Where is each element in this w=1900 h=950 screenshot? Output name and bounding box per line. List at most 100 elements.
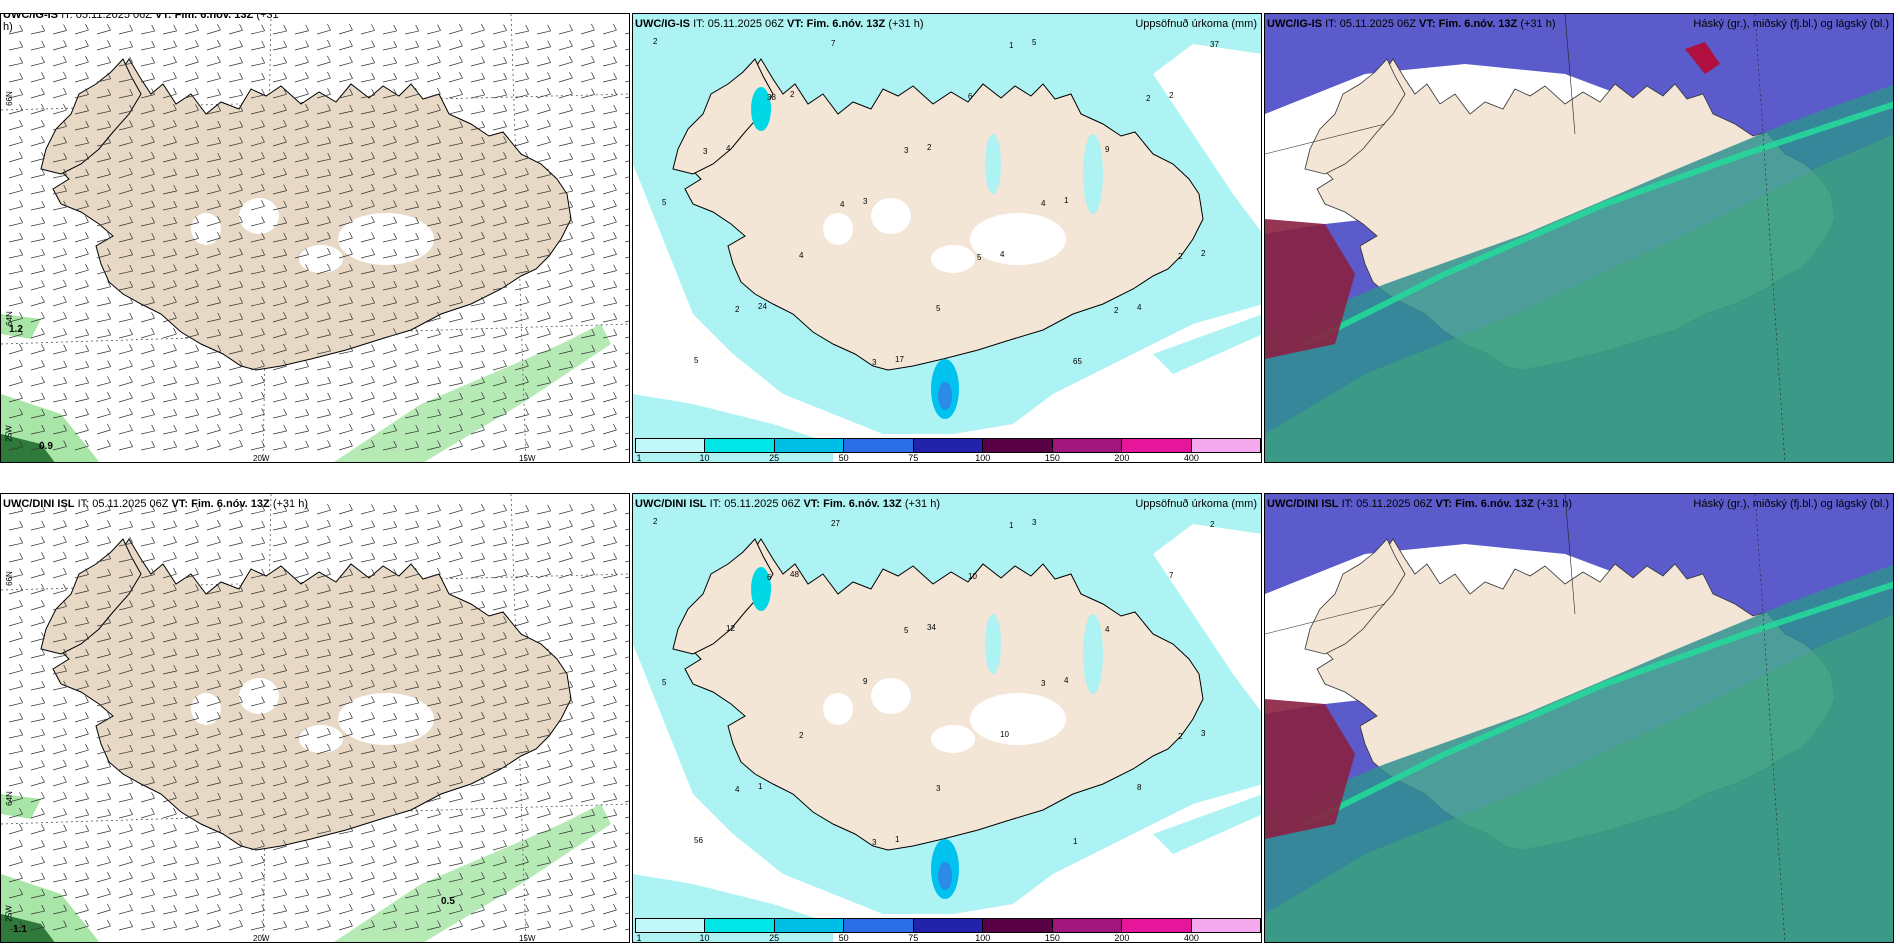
wind-barb: [591, 104, 595, 111]
wind-barb: [184, 334, 199, 339]
wind-barb: [206, 253, 221, 259]
wind-barb: [118, 270, 133, 275]
wind-barb: [96, 558, 111, 563]
wind-barb: [129, 407, 133, 415]
wind-barb: [327, 664, 331, 672]
wind-barb: [558, 285, 573, 291]
wind-barb: [547, 392, 551, 400]
wind-barb: [360, 30, 375, 35]
wind-barb: [41, 520, 45, 527]
wind-barb: [338, 830, 353, 835]
wind-barb: [118, 702, 133, 707]
wind-barb: [195, 136, 199, 143]
wind-barb: [437, 87, 441, 95]
wind-barb: [107, 584, 112, 592]
wind-barb: [602, 606, 617, 611]
wind-barb: [371, 568, 376, 576]
wind-barb: [129, 663, 133, 671]
wind-barb: [129, 104, 133, 111]
wind-barb: [250, 365, 265, 371]
wind-barb: [173, 520, 177, 527]
wind-barb: [41, 103, 45, 111]
wind-barb: [316, 862, 331, 867]
wind-barb: [382, 189, 397, 195]
wind-barb: [52, 446, 67, 451]
wind-barb: [393, 424, 397, 431]
wind-barb: [591, 120, 595, 128]
wind-barb: [283, 184, 287, 191]
wind-barb: [129, 72, 134, 80]
wind-barb: [305, 824, 309, 831]
wind-barb: [459, 664, 463, 671]
wind-barb: [74, 61, 89, 67]
wind-barb: [426, 894, 441, 899]
wind-barb: [41, 888, 45, 896]
wind-barb: [250, 893, 265, 899]
precip-value: 4: [799, 251, 804, 260]
wind-barb: [360, 861, 375, 867]
wind-barb: [206, 237, 221, 243]
wind-barb: [107, 616, 111, 624]
wind-barb: [173, 728, 177, 735]
wind-barb: [393, 823, 397, 831]
wind-barb: [173, 920, 177, 928]
wind-barb: [459, 919, 463, 927]
wind-barb: [63, 888, 67, 896]
wind-barb: [118, 334, 133, 339]
wind-barb: [8, 574, 23, 579]
wind-barb: [30, 158, 45, 163]
wind-barb: [195, 263, 199, 271]
wind-barb: [624, 608, 629, 611]
wind-barb: [63, 520, 67, 527]
wind-barb: [426, 622, 441, 627]
precip-value: 27: [831, 519, 840, 528]
wind-barb: [393, 296, 397, 303]
wind-barb: [140, 621, 155, 627]
wind-barb: [250, 430, 265, 435]
wind-barb: [547, 712, 551, 720]
wind-barb: [239, 568, 244, 576]
wind-annotation: 0.9: [39, 441, 53, 452]
wind-barb: [30, 365, 45, 371]
wind-barb: [503, 120, 507, 127]
wind-barb: [503, 744, 507, 752]
wind-barb: [305, 775, 309, 783]
wind-barb: [437, 535, 441, 543]
wind-barb: [239, 536, 243, 543]
wind-barb: [228, 669, 243, 675]
wind-barb: [63, 824, 67, 831]
wind-barb: [547, 280, 551, 287]
wind-barb: [470, 558, 485, 563]
wind-barb: [283, 696, 287, 704]
wind-barb: [437, 680, 441, 688]
wind-barb: [228, 893, 243, 899]
wind-barb: [41, 216, 46, 224]
wind-barb: [261, 855, 265, 863]
wind-barb: [30, 46, 45, 51]
wind-barb: [8, 526, 23, 531]
wind-barb: [338, 142, 353, 147]
wind-barb: [85, 503, 89, 511]
wind-barb: [261, 904, 265, 911]
wind-barb: [184, 142, 199, 147]
wind-barb: [184, 350, 199, 355]
wind-barb: [514, 286, 529, 291]
wind-barb: [41, 119, 45, 127]
wind-barb: [382, 510, 397, 515]
wind-barb: [151, 376, 155, 383]
wind-barb: [283, 119, 287, 127]
wind-barb: [415, 216, 420, 224]
wind-barb: [536, 734, 551, 739]
precip-value: 8: [1137, 783, 1142, 792]
wind-barb: [250, 653, 265, 659]
wind-barb: [96, 189, 111, 195]
wind-barb: [239, 104, 244, 112]
wind-barb: [41, 264, 45, 271]
precip-value: 2: [799, 731, 804, 740]
wind-barb: [591, 760, 595, 767]
wind-barb: [294, 430, 309, 435]
wind-barb: [393, 760, 397, 768]
wind-barb: [624, 400, 629, 403]
wind-barb: [382, 877, 397, 883]
wind-barb: [195, 808, 199, 815]
